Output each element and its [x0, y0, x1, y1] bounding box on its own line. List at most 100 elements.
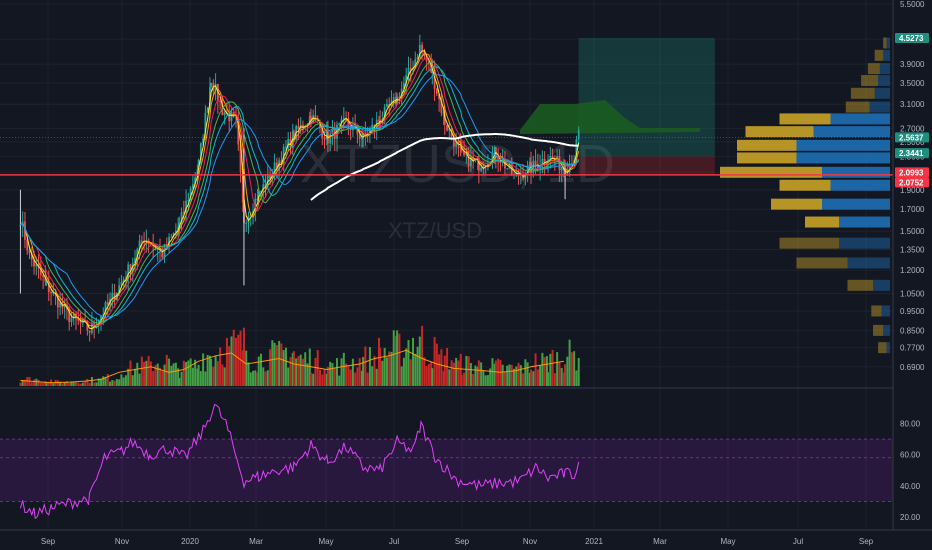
candle-body: [230, 112, 233, 122]
volume-bar: [237, 334, 240, 386]
candle-body: [302, 124, 304, 129]
rsi-tick-label: 40.00: [900, 482, 921, 491]
volume-bar: [338, 375, 341, 386]
rsi-band: [0, 439, 893, 502]
candle-body: [228, 112, 231, 122]
candle-body: [24, 221, 26, 240]
volume-bar: [431, 368, 434, 386]
candle-body: [72, 313, 75, 318]
volume-bar: [532, 371, 535, 386]
volume-bar: [472, 373, 475, 386]
volume-bar: [524, 359, 527, 386]
candle-body: [443, 114, 446, 125]
volume-bar: [165, 354, 168, 386]
candle-body: [430, 62, 433, 73]
volume-bar: [530, 369, 533, 386]
time-scale[interactable]: Sep Nov 2020 Mar May Jul Sep Nov 2021 Mar May Jul Se…: [41, 537, 874, 546]
volume-bar: [414, 353, 417, 386]
candle-body: [457, 141, 460, 146]
price-tick-label: 0.7700: [900, 344, 925, 353]
candle-body: [285, 146, 287, 148]
candle-body: [106, 302, 109, 305]
candle-body: [129, 264, 132, 272]
volume-bar: [551, 349, 554, 386]
volume-bar: [562, 372, 565, 386]
profile-buy-bar: [845, 101, 870, 113]
volume-bar: [450, 360, 453, 386]
candle-body: [172, 232, 175, 237]
volume-bar: [366, 372, 369, 386]
volume-bar: [284, 347, 287, 386]
volume-bar: [412, 337, 415, 386]
volume-bar: [221, 364, 224, 386]
candle-body: [463, 150, 465, 155]
candle-body: [35, 264, 38, 267]
candle-body: [497, 156, 500, 161]
volume-bar: [239, 330, 242, 386]
profile-sell-bar: [886, 37, 890, 49]
volume-bar: [494, 360, 497, 386]
candle-body: [472, 156, 475, 161]
candle-body: [392, 96, 395, 101]
candle-body: [455, 141, 458, 147]
candle-body: [460, 148, 463, 151]
candle-body: [491, 153, 494, 164]
volume-bar: [111, 380, 114, 386]
candle-body: [308, 116, 311, 124]
volume-bar: [371, 366, 374, 386]
volume-bar: [257, 356, 260, 386]
candle-body: [232, 112, 235, 115]
candle-body: [26, 239, 29, 251]
candle-body: [287, 138, 290, 147]
volume-bar: [331, 363, 334, 386]
volume-bar: [342, 352, 345, 386]
volume-bar: [19, 382, 22, 386]
volume-bar: [443, 355, 446, 386]
profile-sell-bar: [830, 113, 890, 125]
rsi-scale[interactable]: 80.00 60.00 40.00 20.00: [900, 419, 921, 522]
profile-buy-bar: [779, 113, 831, 125]
volume-bar: [358, 358, 361, 386]
volume-bar: [486, 375, 489, 386]
candle-body: [416, 57, 419, 60]
candle-body: [431, 69, 434, 73]
volume-bar: [264, 371, 267, 386]
time-tick-label: May: [720, 537, 735, 546]
volume-bar: [325, 373, 328, 386]
volume-bar: [39, 382, 42, 386]
volume-bar: [448, 369, 451, 386]
volume-bar: [508, 364, 511, 386]
volume-bar: [541, 352, 544, 386]
candle-body: [469, 156, 472, 167]
candle-body: [178, 222, 181, 228]
volume-bar: [45, 383, 48, 386]
volume-bar: [129, 360, 132, 386]
volume-bar: [115, 378, 118, 386]
volume-bar: [249, 372, 252, 386]
volume-bar: [223, 367, 226, 386]
volume-bar: [318, 369, 321, 386]
volume-bar: [484, 375, 487, 386]
candle-body: [197, 160, 200, 170]
time-tick-label: 2021: [585, 537, 603, 546]
volume-bar: [304, 352, 307, 386]
volume-bar: [354, 372, 357, 386]
moving-average-line: [20, 66, 580, 323]
volume-bar: [291, 352, 294, 386]
candle-body: [477, 158, 480, 171]
volume-bar: [474, 365, 477, 386]
candle-body: [378, 119, 380, 122]
candle-body: [421, 44, 424, 52]
volume-bar: [400, 366, 403, 386]
volume-bar: [314, 357, 317, 386]
volume-bar: [187, 360, 190, 386]
candle-body: [115, 293, 118, 301]
candle-body: [50, 292, 52, 294]
price-tag-badge: [895, 132, 929, 143]
profile-buy-bar: [745, 126, 814, 138]
volume-bar: [553, 373, 556, 386]
volume-bar: [42, 382, 45, 386]
volume-bar: [510, 364, 513, 386]
candle-body: [182, 212, 185, 214]
